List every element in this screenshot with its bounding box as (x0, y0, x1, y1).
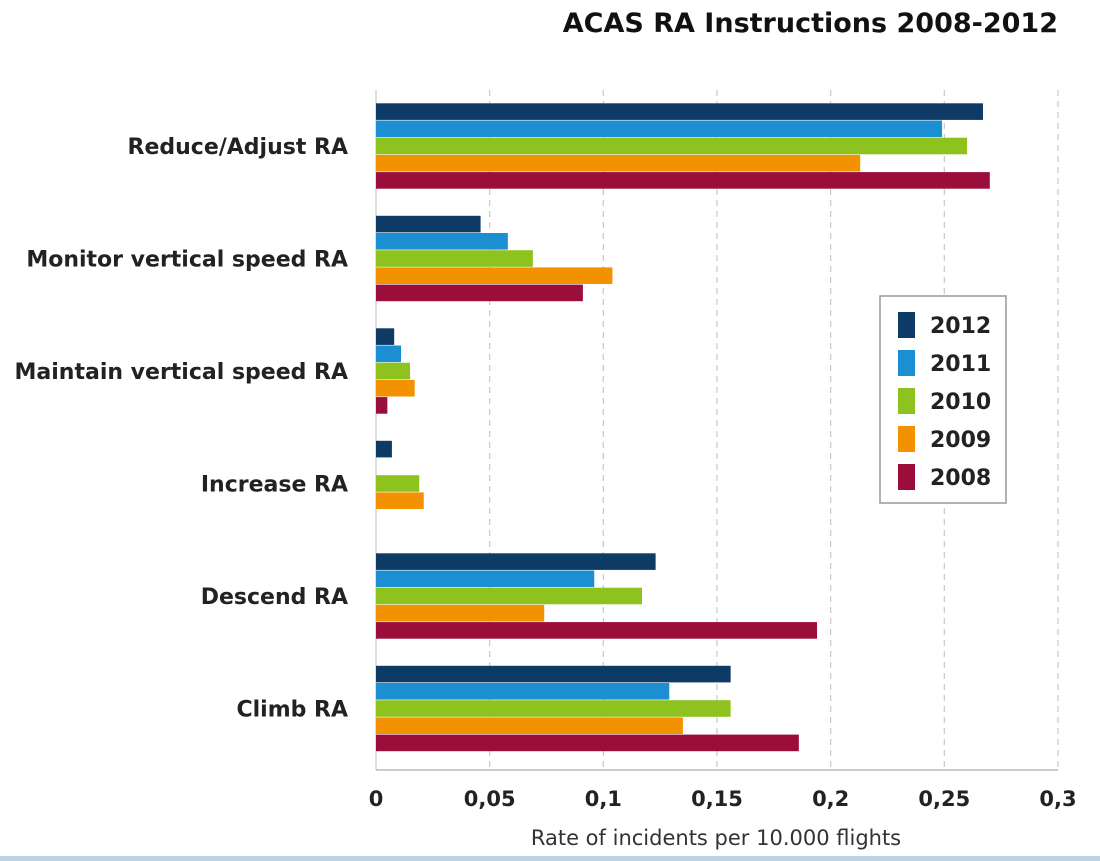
bar-2008 (376, 284, 583, 302)
legend-swatch-2012 (898, 312, 915, 338)
x-tick-label: 0 (369, 787, 384, 811)
legend-label: 2008 (930, 466, 991, 491)
category-label: Descend RA (201, 585, 348, 610)
bar-2011 (376, 683, 670, 700)
bottom-divider (0, 856, 1100, 861)
x-tick-label: 0,05 (464, 787, 516, 811)
bar-2012 (376, 553, 656, 570)
bar-2011 (376, 233, 508, 250)
legend-swatch-2009 (898, 426, 915, 452)
legend-label: 2012 (930, 314, 991, 339)
bar-2012 (376, 328, 395, 345)
legend: 2012 2011 2010 2009 2008 (879, 295, 1007, 504)
x-tick-label: 0,15 (691, 787, 743, 811)
bar-2011 (376, 570, 595, 588)
bar-2009 (376, 154, 861, 172)
legend-swatch-2010 (898, 388, 915, 414)
grid-lines (375, 90, 1059, 770)
category-label: Increase RA (201, 473, 348, 498)
bar-2009 (376, 267, 613, 284)
legend-label: 2011 (930, 352, 991, 377)
bar-2010 (376, 587, 642, 605)
bar-2010 (376, 250, 533, 267)
bar-2011 (376, 120, 943, 138)
bar-2010 (376, 362, 411, 380)
bar-2010 (376, 475, 420, 492)
bar-2012 (376, 440, 392, 458)
legend-swatch-2011 (898, 350, 915, 376)
bars (376, 103, 990, 752)
bar-2012 (376, 665, 731, 683)
legend-swatch-2008 (898, 464, 915, 490)
x-axis-title: Rate of incidents per 10.000 flights (531, 826, 901, 850)
bar-2008 (376, 622, 818, 639)
legend-label: 2010 (930, 390, 991, 415)
x-tick-label: 0,25 (918, 787, 970, 811)
category-label: Reduce/Adjust RA (128, 135, 348, 160)
bar-2008 (376, 397, 388, 414)
x-tick-label: 0,3 (1039, 787, 1076, 811)
bar-2009 (376, 492, 424, 509)
bar-2012 (376, 215, 481, 233)
bar-2010 (376, 137, 968, 155)
category-label: Monitor vertical speed RA (26, 248, 348, 273)
category-label: Climb RA (236, 698, 348, 723)
bar-2011 (376, 345, 402, 363)
x-tick-label: 0,2 (812, 787, 849, 811)
chart-title: ACAS RA Instructions 2008-2012 (563, 8, 1058, 39)
bar-2008 (376, 172, 990, 189)
bar-2012 (376, 103, 983, 120)
x-tick-label: 0,1 (585, 787, 622, 811)
category-label: Maintain vertical speed RA (15, 360, 348, 385)
bar-2009 (376, 604, 545, 622)
x-tick-labels: 0 0,05 0,1 0,15 0,2 0,25 0,3 (369, 787, 1077, 811)
legend-label: 2009 (930, 428, 991, 453)
bar-2008 (376, 734, 799, 752)
category-labels: Reduce/Adjust RA Monitor vertical speed R… (15, 135, 348, 723)
bar-2009 (376, 379, 415, 397)
bar-2010 (376, 700, 731, 717)
bar-2009 (376, 717, 683, 734)
